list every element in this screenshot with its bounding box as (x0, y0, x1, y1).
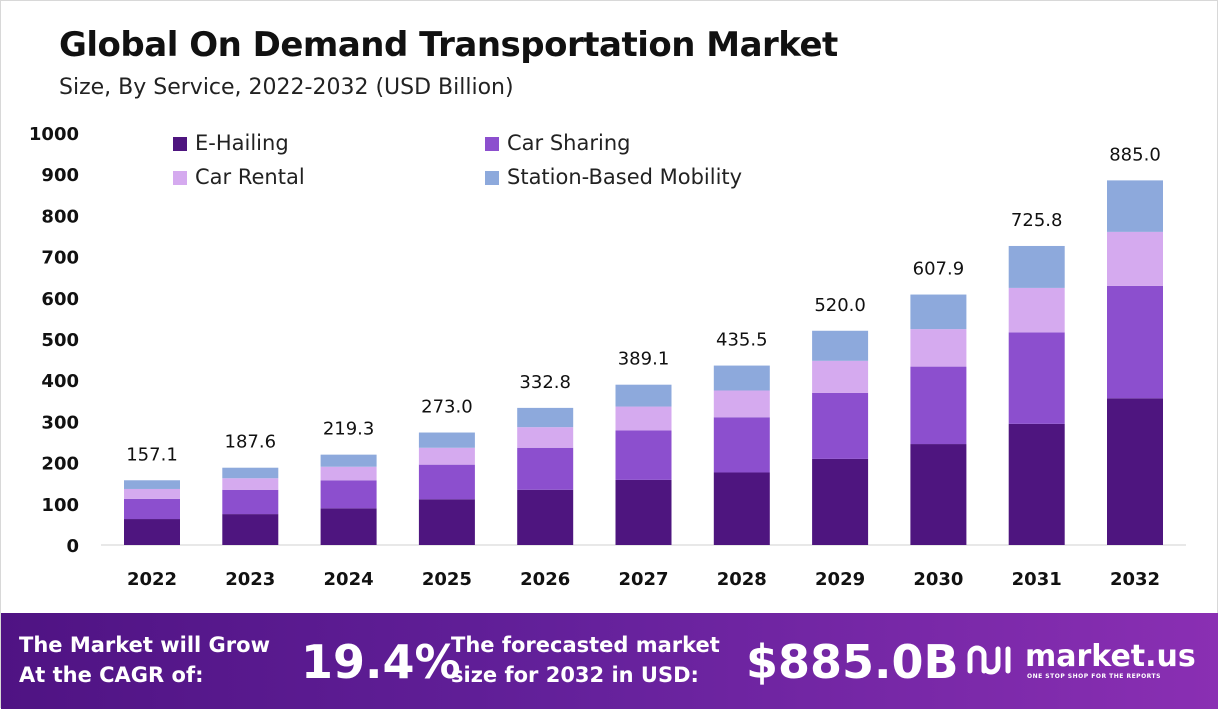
x-tick-label: 2032 (1110, 569, 1160, 590)
brand-tagline: ONE STOP SHOP FOR THE REPORTS (1027, 673, 1161, 680)
bar-segment-car-sharing (320, 480, 377, 509)
summary-banner: The Market will Grow At the CAGR of: 19.… (1, 613, 1218, 709)
chart-subtitle: Size, By Service, 2022-2032 (USD Billion… (59, 75, 514, 100)
x-tick-label: 2029 (815, 569, 865, 590)
bar-segment-car-rental (517, 427, 574, 448)
x-tick-label: 2028 (717, 569, 767, 590)
forecast-value: $885.0B (746, 635, 959, 689)
cagr-label-line1: The Market will Grow (19, 633, 270, 657)
y-tick-label: 100 (41, 495, 79, 516)
bar-total-label: 885.0 (1109, 144, 1161, 165)
x-tick-label: 2022 (127, 569, 177, 590)
x-tick-label: 2024 (324, 569, 374, 590)
bar-segment-car-rental (124, 488, 180, 499)
bar-segment-car-sharing (517, 447, 574, 490)
x-tick-label: 2023 (225, 569, 275, 590)
bar-segment-car-rental (320, 466, 377, 481)
bar-segment-station-based-mobility (320, 454, 377, 467)
legend-swatch (485, 171, 499, 185)
chart-title: Global On Demand Transportation Market (59, 25, 838, 65)
legend-swatch (173, 171, 187, 185)
y-tick-label: 1000 (29, 124, 79, 145)
y-tick-label: 200 (41, 454, 79, 475)
bar-segment-e-hailing (1107, 398, 1163, 545)
bar-segment-station-based-mobility (812, 330, 869, 361)
bar-segment-e-hailing (615, 479, 672, 545)
bar-segment-e-hailing (124, 519, 180, 545)
bar-total-label: 157.1 (126, 444, 178, 465)
bar-segment-car-rental (222, 478, 279, 490)
bar-segment-e-hailing (222, 514, 279, 545)
bar-segment-car-sharing (1107, 285, 1163, 399)
bar-total-label: 273.0 (421, 397, 473, 418)
bar-total-label: 725.8 (1011, 210, 1063, 231)
bar-segment-station-based-mobility (615, 384, 672, 407)
y-tick-label: 0 (66, 536, 79, 557)
bar-segment-e-hailing (320, 508, 377, 545)
stacked-bar-chart: 0 100 200 300 400 500 600 700 800 900 1000 157.1 202… (29, 124, 1186, 590)
bar-total-label: 607.9 (913, 259, 965, 280)
legend-swatch (485, 137, 499, 151)
bar-segment-car-sharing (124, 498, 180, 520)
bar-segment-station-based-mobility (1008, 245, 1065, 288)
bar-segment-station-based-mobility (418, 432, 475, 448)
forecast-label-line1: The forecasted market (451, 633, 720, 657)
y-tick-label: 600 (41, 289, 79, 310)
bar-segment-car-rental (1008, 287, 1065, 333)
x-tick-label: 2027 (618, 569, 668, 590)
bar-total-label: 332.8 (519, 372, 571, 393)
bar-segment-car-rental (910, 329, 967, 367)
bar-total-label: 520.0 (814, 295, 866, 316)
bar-segment-car-rental (418, 447, 475, 465)
x-tick-label: 2031 (1012, 569, 1062, 590)
bar-segment-e-hailing (713, 472, 770, 545)
bar-segment-station-based-mobility (1107, 180, 1163, 232)
brand-logo-icon (967, 645, 1011, 675)
bar-segment-car-sharing (222, 489, 279, 515)
y-tick-label: 500 (41, 330, 79, 351)
bar-total-label: 435.5 (716, 330, 768, 351)
bar-segment-car-sharing (910, 366, 967, 445)
bar-segment-car-sharing (615, 430, 672, 480)
y-tick-label: 700 (41, 248, 79, 269)
bar-total-label: 389.1 (618, 349, 670, 370)
bar-segment-car-sharing (812, 392, 869, 459)
legend-label: Car Sharing (507, 131, 630, 155)
bar-segment-car-sharing (1008, 332, 1065, 424)
cagr-label-line2: At the CAGR of: (19, 663, 204, 687)
bar-total-label: 219.3 (323, 419, 375, 440)
forecast-label-line2: size for 2032 in USD: (451, 663, 699, 687)
cagr-value: 19.4% (301, 635, 461, 689)
bar-segment-station-based-mobility (222, 467, 279, 479)
bar-segment-car-sharing (418, 464, 475, 500)
bar-segment-car-rental (812, 360, 869, 393)
y-tick-label: 800 (41, 206, 79, 227)
y-tick-label: 300 (41, 412, 79, 433)
bar-segment-e-hailing (1008, 423, 1065, 545)
y-tick-label: 900 (41, 165, 79, 186)
bar-segment-station-based-mobility (713, 365, 770, 391)
bar-segment-e-hailing (517, 489, 574, 545)
bar-segment-e-hailing (910, 444, 967, 545)
legend-label: Car Rental (195, 165, 305, 189)
brand-name: market.us (1025, 639, 1196, 674)
bar-segment-car-rental (1107, 231, 1163, 286)
y-tick-label: 400 (41, 371, 79, 392)
legend-label: E-Hailing (195, 131, 289, 155)
bar-segment-e-hailing (418, 499, 475, 545)
x-tick-label: 2026 (520, 569, 570, 590)
bar-total-label: 187.6 (225, 432, 277, 453)
bar-segment-station-based-mobility (517, 407, 574, 428)
bar-segment-car-sharing (713, 417, 770, 473)
legend-label: Station-Based Mobility (507, 165, 742, 189)
x-tick-label: 2025 (422, 569, 472, 590)
bar-segment-car-rental (713, 390, 770, 418)
legend-swatch (173, 137, 187, 151)
bar-segment-station-based-mobility (910, 294, 967, 330)
bar-segment-car-rental (615, 406, 672, 431)
bar-segment-station-based-mobility (124, 480, 180, 489)
bar-segment-e-hailing (812, 458, 869, 545)
x-tick-label: 2030 (913, 569, 963, 590)
